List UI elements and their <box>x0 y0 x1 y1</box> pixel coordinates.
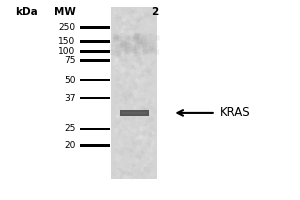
Bar <box>80 79 110 81</box>
Bar <box>111 7 158 179</box>
Bar <box>80 59 110 62</box>
Text: 50: 50 <box>64 76 75 85</box>
Text: 250: 250 <box>58 23 75 32</box>
Text: KRAS: KRAS <box>220 106 251 119</box>
Text: 75: 75 <box>64 56 75 65</box>
Text: kDa: kDa <box>15 7 38 17</box>
Text: 150: 150 <box>58 37 75 46</box>
Bar <box>122 112 147 114</box>
Bar <box>80 97 110 99</box>
Bar <box>80 128 110 130</box>
Text: MW: MW <box>54 7 76 17</box>
Text: 25: 25 <box>64 124 75 133</box>
Text: 100: 100 <box>58 47 75 56</box>
Bar <box>80 40 110 43</box>
Bar <box>80 26 110 29</box>
Text: 37: 37 <box>64 94 75 103</box>
Text: 20: 20 <box>64 141 75 150</box>
Bar <box>80 50 110 53</box>
Bar <box>120 110 149 116</box>
Bar <box>80 144 110 147</box>
Text: 2: 2 <box>152 7 159 17</box>
